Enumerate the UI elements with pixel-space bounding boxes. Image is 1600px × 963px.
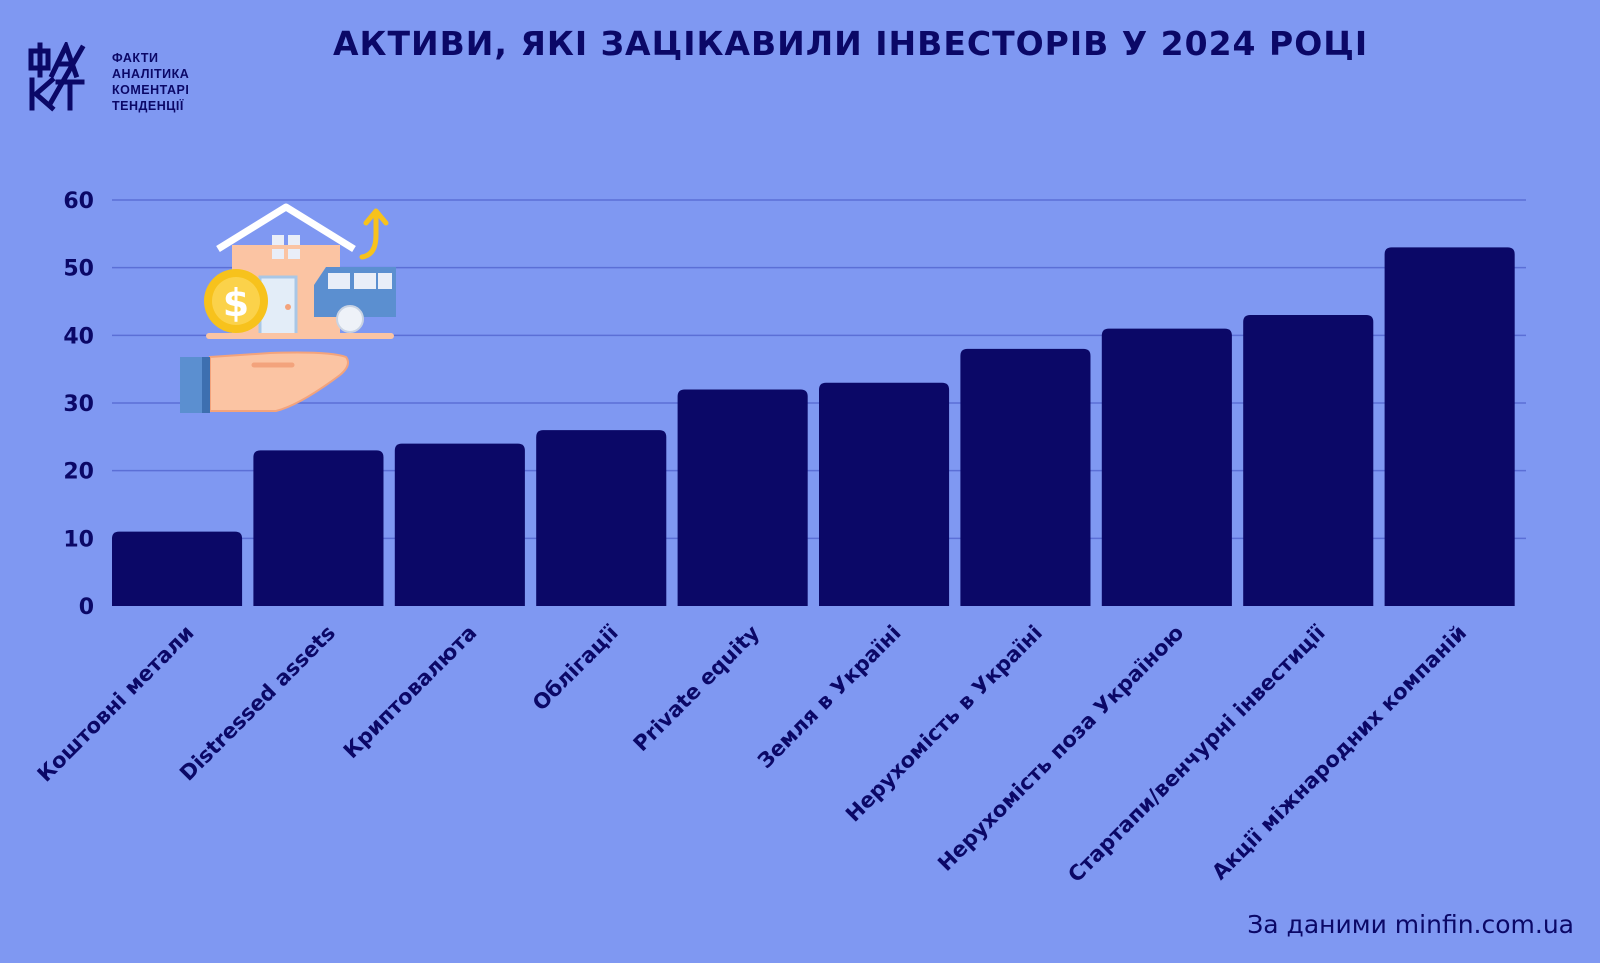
logo-tagline-2: АНАЛІТИКА xyxy=(112,67,190,81)
bar xyxy=(253,450,384,606)
bar xyxy=(112,531,243,606)
logo-tagline-4: ТЕНДЕНЦІЇ xyxy=(112,99,184,113)
bar xyxy=(1384,247,1515,606)
page-title: АКТИВИ, ЯКІ ЗАЦІКАВИЛИ ІНВЕСТОРІВ У 2024… xyxy=(333,24,1369,63)
svg-text:$: $ xyxy=(223,281,249,325)
x-tick-label: Криптовалюта xyxy=(339,621,482,764)
hand-holding-house-money-car-icon: $ xyxy=(180,203,396,413)
logo-tagline-1: ФАКТИ xyxy=(112,51,159,65)
logo-tagline-3: КОМЕНТАРІ xyxy=(112,83,190,97)
x-tick-label: Коштовні метали xyxy=(33,621,199,787)
y-tick-label: 20 xyxy=(63,460,94,485)
logo-taglines: ФАКТИ АНАЛІТИКА КОМЕНТАРІ ТЕНДЕНЦІЇ xyxy=(112,50,189,114)
bar xyxy=(677,389,808,606)
x-tick-label: Акції міжнародних компаній xyxy=(1207,621,1471,885)
x-tick-label: Нерухомість поза Україною xyxy=(933,621,1188,876)
x-tick-label: Distressed assets xyxy=(175,621,340,786)
x-tick-label: Земля в Україні xyxy=(753,621,905,773)
bars xyxy=(112,247,1515,606)
y-tick-label: 40 xyxy=(63,324,94,349)
y-tick-label: 30 xyxy=(63,392,94,417)
bar xyxy=(1243,315,1374,606)
y-tick-label: 10 xyxy=(63,527,94,552)
y-tick-label: 60 xyxy=(63,189,94,214)
x-tick-label: Облігації xyxy=(528,621,623,716)
y-tick-label: 0 xyxy=(79,595,94,620)
bar xyxy=(536,430,667,606)
y-axis-tick-labels: 0 10 20 30 40 50 60 xyxy=(63,189,94,620)
logo-mark-icon xyxy=(28,42,86,112)
source-note: За даними minfin.com.ua xyxy=(1247,910,1574,939)
x-tick-label: Стартапи/венчурні інвестиції xyxy=(1063,621,1329,887)
bar xyxy=(960,348,1091,606)
bar xyxy=(819,382,950,606)
y-tick-label: 50 xyxy=(63,257,94,282)
bar xyxy=(1101,328,1232,606)
x-tick-label: Private equity xyxy=(629,620,765,756)
bar xyxy=(394,443,525,606)
